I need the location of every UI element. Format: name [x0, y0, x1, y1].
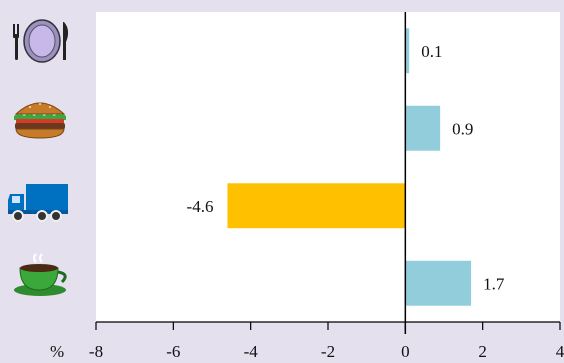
x-tick-label-5: 2 — [478, 342, 487, 361]
data-label-2: 0.9 — [452, 119, 473, 138]
bar-1 — [405, 28, 410, 74]
x-tick-label-6: 4 — [556, 342, 564, 361]
bar-4 — [405, 260, 472, 306]
ticks-group: -8 -6 -4 -2 0 2 4% — [50, 322, 564, 361]
x-tick-label-4: 0 — [401, 342, 410, 361]
hamburger-icon — [14, 102, 66, 139]
x-tick-label-0: -8 — [89, 342, 103, 361]
bars-group — [227, 28, 472, 306]
x-tick-label-2: -4 — [244, 342, 259, 361]
delivery-truck-icon — [8, 184, 68, 222]
plate-fork-knife-icon — [13, 19, 69, 63]
plot-area — [96, 12, 560, 322]
bar-2 — [405, 105, 441, 151]
x-tick-label-3: -2 — [321, 342, 335, 361]
x-tick-label-1: -6 — [166, 342, 180, 361]
data-label-1: 0.1 — [421, 42, 442, 61]
coffee-cup-icon — [14, 253, 67, 296]
data-label-4: 1.7 — [483, 274, 505, 293]
labels-group: 0.1 0.9 -4.6 1.7 — [187, 42, 505, 294]
data-label-3: -4.6 — [187, 197, 214, 216]
x-unit-label: % — [50, 342, 64, 361]
bar-3 — [227, 183, 406, 229]
